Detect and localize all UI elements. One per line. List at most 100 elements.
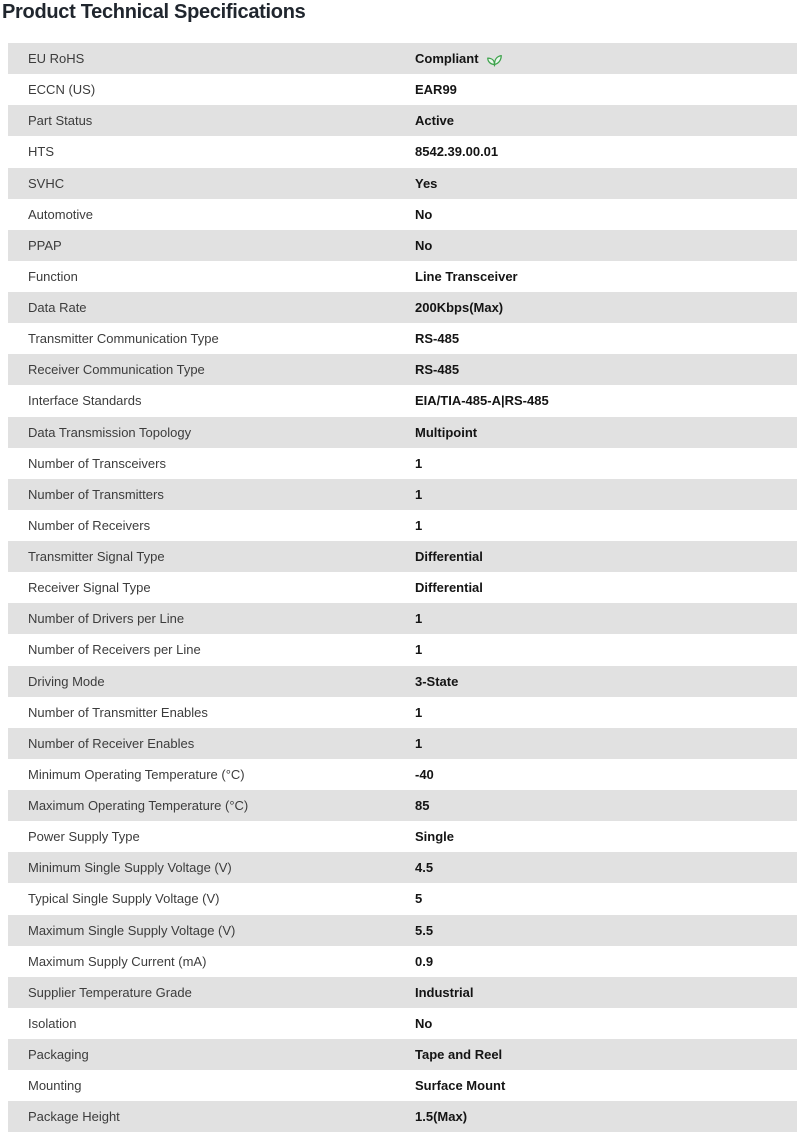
- spec-value-wrap: No: [415, 1016, 432, 1031]
- leaf-icon[interactable]: [486, 52, 503, 67]
- spec-value-wrap: Industrial: [415, 985, 474, 1000]
- table-row: Minimum Single Supply Voltage (V) 4.5: [8, 852, 797, 884]
- spec-value: No: [415, 1015, 433, 1031]
- table-row: ECCN (US) EAR99: [8, 74, 797, 106]
- spec-value-wrap: Tape and Reel: [415, 1047, 502, 1062]
- spec-label: Data Transmission Topology: [28, 424, 192, 440]
- spec-label: Maximum Single Supply Voltage (V): [28, 922, 236, 938]
- spec-label: Power Supply Type: [28, 829, 140, 845]
- spec-value-wrap: 1: [415, 487, 422, 502]
- table-row: Number of Receivers 1: [8, 509, 797, 541]
- spec-label: Part Status: [28, 113, 93, 129]
- spec-value-wrap: -40: [415, 767, 434, 782]
- spec-value: Single: [415, 829, 455, 845]
- spec-value: 1: [415, 517, 423, 533]
- table-row: Packaging Tape and Reel: [8, 1039, 797, 1071]
- spec-label: Data Rate: [28, 300, 87, 316]
- table-row: Data Rate 200Kbps(Max): [8, 292, 797, 324]
- table-row: Automotive No: [8, 198, 797, 230]
- spec-value: 5.5: [415, 922, 434, 938]
- spec-value-wrap: EIA/TIA-485-A|RS-485: [415, 393, 549, 408]
- spec-value: 1: [415, 455, 423, 471]
- spec-value: 1: [415, 611, 423, 627]
- spec-value-wrap: Surface Mount: [415, 1078, 505, 1093]
- spec-value-wrap: 1: [415, 736, 422, 751]
- spec-label: Maximum Operating Temperature (°C): [28, 798, 249, 814]
- spec-table: EU RoHS Compliant ECCN (US) EAR99 Part S…: [8, 43, 797, 1132]
- table-row: Power Supply Type Single: [8, 821, 797, 853]
- spec-value: Differential: [415, 580, 483, 596]
- table-row: Transmitter Signal Type Differential: [8, 541, 797, 573]
- spec-value-wrap: RS-485: [415, 331, 459, 346]
- spec-value: Multipoint: [415, 424, 478, 440]
- spec-label: Number of Transmitter Enables: [28, 704, 208, 720]
- spec-value-wrap: 0.9: [415, 954, 433, 969]
- spec-label: Number of Receivers: [28, 517, 151, 533]
- spec-label: Maximum Supply Current (mA): [28, 953, 207, 969]
- spec-value-wrap: Compliant: [415, 51, 503, 67]
- spec-label: Packaging: [28, 1047, 89, 1063]
- spec-value: No: [415, 237, 433, 253]
- spec-label: Typical Single Supply Voltage (V): [28, 891, 220, 907]
- spec-label: EU RoHS: [28, 51, 85, 67]
- table-row: Typical Single Supply Voltage (V) 5: [8, 883, 797, 915]
- table-row: Maximum Operating Temperature (°C) 85: [8, 790, 797, 822]
- spec-value-wrap: 1.5(Max): [415, 1109, 467, 1124]
- table-row: Supplier Temperature Grade Industrial: [8, 976, 797, 1008]
- page-title: Product Technical Specifications: [2, 1, 306, 23]
- spec-value: 200Kbps(Max): [415, 300, 504, 316]
- spec-value-wrap: 3-State: [415, 674, 458, 689]
- spec-value: 8542.39.00.01: [415, 144, 499, 160]
- table-row: Minimum Operating Temperature (°C) -40: [8, 758, 797, 790]
- table-row: Number of Transmitters 1: [8, 478, 797, 510]
- spec-label: Number of Receiver Enables: [28, 735, 195, 751]
- spec-value: Yes: [415, 175, 438, 191]
- spec-value: 1: [415, 735, 423, 751]
- table-row: Function Line Transceiver: [8, 260, 797, 292]
- table-row: Transmitter Communication Type RS-485: [8, 323, 797, 355]
- table-row: Number of Receiver Enables 1: [8, 727, 797, 759]
- table-row: Receiver Signal Type Differential: [8, 572, 797, 604]
- spec-value-wrap: RS-485: [415, 362, 459, 377]
- table-row: Data Transmission Topology Multipoint: [8, 416, 797, 448]
- table-row: Number of Receivers per Line 1: [8, 634, 797, 666]
- spec-label: Mounting: [28, 1078, 82, 1094]
- table-row: Maximum Single Supply Voltage (V) 5.5: [8, 914, 797, 946]
- spec-value-wrap: 4.5: [415, 860, 433, 875]
- spec-label: ECCN (US): [28, 82, 96, 98]
- spec-value: 1: [415, 486, 423, 502]
- spec-label: Number of Receivers per Line: [28, 642, 201, 658]
- spec-value: 3-State: [415, 673, 459, 689]
- spec-value-wrap: 8542.39.00.01: [415, 144, 498, 159]
- spec-value-wrap: 5.5: [415, 923, 433, 938]
- table-row: Driving Mode 3-State: [8, 665, 797, 697]
- spec-value-wrap: 1: [415, 642, 422, 657]
- table-row: Number of Transmitter Enables 1: [8, 696, 797, 728]
- spec-value-wrap: Line Transceiver: [415, 269, 518, 284]
- spec-value-wrap: Differential: [415, 549, 483, 564]
- table-row: Receiver Communication Type RS-485: [8, 354, 797, 386]
- table-row: Mounting Surface Mount: [8, 1070, 797, 1102]
- spec-label: Minimum Single Supply Voltage (V): [28, 860, 232, 876]
- spec-value-wrap: 1: [415, 456, 422, 471]
- spec-label: Supplier Temperature Grade: [28, 984, 192, 1000]
- spec-label: PPAP: [28, 237, 62, 253]
- table-row: Maximum Supply Current (mA) 0.9: [8, 945, 797, 977]
- spec-value-wrap: 1: [415, 611, 422, 626]
- spec-value: 1: [415, 642, 423, 658]
- spec-value-wrap: Yes: [415, 176, 437, 191]
- spec-value: Active: [415, 113, 455, 129]
- spec-value: 1: [415, 704, 423, 720]
- spec-value: RS-485: [415, 362, 460, 378]
- spec-value: 1.5(Max): [415, 1109, 468, 1125]
- spec-label: Number of Transmitters: [28, 486, 164, 502]
- spec-label: Transmitter Communication Type: [28, 331, 219, 347]
- spec-value-wrap: No: [415, 238, 432, 253]
- spec-value-wrap: No: [415, 207, 432, 222]
- spec-value: EAR99: [415, 82, 457, 98]
- spec-value-wrap: Single: [415, 829, 454, 844]
- spec-value-wrap: 1: [415, 518, 422, 533]
- spec-value: Compliant: [415, 51, 479, 67]
- spec-label: HTS: [28, 144, 54, 160]
- table-row: Isolation No: [8, 1007, 797, 1039]
